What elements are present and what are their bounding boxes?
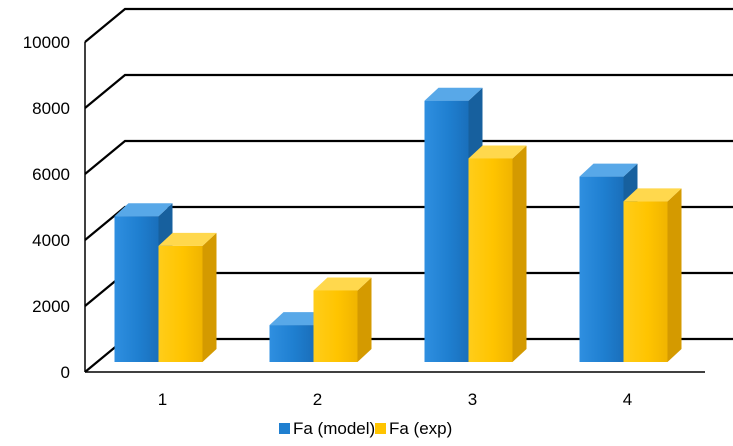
legend-swatch <box>375 423 386 434</box>
y-axis-ticks: 0 2000 4000 6000 8000 10000 <box>23 33 70 382</box>
legend-item: Fa (model) <box>279 419 375 438</box>
legend: Fa (model) Fa (exp) <box>279 419 452 438</box>
bar-top-face <box>623 188 682 202</box>
y-tick-label: 8000 <box>32 99 70 118</box>
bar-side-face <box>667 188 682 362</box>
bar-front-face <box>158 245 203 362</box>
bar-top-face <box>313 277 372 291</box>
y-tick-label: 6000 <box>32 165 70 184</box>
x-tick-label: 2 <box>313 390 322 409</box>
bar-top-face <box>468 145 527 159</box>
bar <box>468 145 527 362</box>
legend-label: Fa (exp) <box>389 419 452 438</box>
bar-front-face <box>424 100 469 362</box>
y-tick-label: 0 <box>61 363 70 382</box>
bar-front-face <box>269 325 314 362</box>
x-tick-label: 1 <box>158 390 167 409</box>
y-tick-label: 10000 <box>23 33 70 52</box>
bar <box>623 188 682 362</box>
gridlines <box>84 7 733 307</box>
x-axis-ticks: 1 2 3 4 <box>158 390 632 409</box>
bar-front-face <box>623 201 668 362</box>
bar-top-face <box>114 203 173 217</box>
bar <box>158 232 217 362</box>
x-tick-label: 4 <box>623 390 632 409</box>
legend-item: Fa (exp) <box>375 419 452 438</box>
bar-front-face <box>313 290 358 362</box>
bar-front-face <box>468 158 513 362</box>
legend-swatch <box>279 423 290 434</box>
bar-front-face <box>579 176 624 362</box>
bar-side-face <box>202 232 217 362</box>
gridline <box>84 73 733 109</box>
legend-label: Fa (model) <box>293 419 375 438</box>
y-tick-label: 2000 <box>32 297 70 316</box>
gridline <box>84 7 733 43</box>
bar-top-face <box>269 312 328 326</box>
bar-front-face <box>114 216 159 362</box>
bars <box>114 87 682 362</box>
bar-side-face <box>512 145 527 362</box>
bar-top-face <box>579 163 638 177</box>
gridline <box>84 139 733 175</box>
bar-side-face <box>357 277 372 362</box>
bar <box>313 277 372 362</box>
x-tick-label: 3 <box>468 390 477 409</box>
bar-top-face <box>424 87 483 101</box>
y-tick-label: 4000 <box>32 231 70 250</box>
bar-top-face <box>158 232 217 246</box>
